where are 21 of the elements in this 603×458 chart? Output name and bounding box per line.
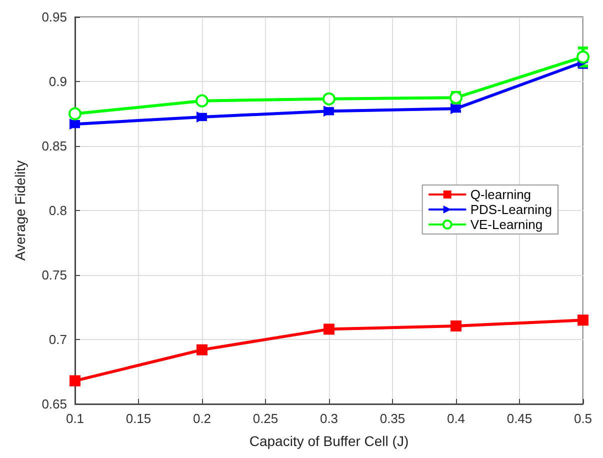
x-tick-label: 0.1: [66, 411, 84, 426]
y-tick-label: 0.7: [48, 332, 67, 347]
x-tick-label: 0.35: [380, 411, 406, 426]
x-tick-label: 0.4: [446, 411, 466, 426]
x-tick-label: 0.25: [252, 411, 278, 426]
x-tick-label: 0.3: [320, 411, 338, 426]
x-tick-label: 0.45: [506, 411, 532, 426]
legend-label: VE-Learning: [470, 217, 543, 232]
y-tick-label: 0.75: [42, 268, 67, 282]
legend-label: Q-learning: [470, 187, 532, 202]
y-tick-label: 0.9: [48, 74, 67, 89]
x-tick-label: 0.2: [192, 411, 212, 426]
legend-label: PDS-Learning: [470, 202, 552, 217]
y-axis-title: Average Fidelity: [12, 160, 28, 261]
x-axis-title: Capacity of Buffer Cell (J): [249, 433, 409, 449]
y-tick-label: 0.8: [48, 203, 67, 218]
x-tick-label: 0.5: [574, 411, 592, 426]
y-tick-label: 0.65: [42, 396, 67, 412]
y-tick-label: 0.95: [42, 10, 67, 24]
x-tick-label: 0.15: [126, 411, 152, 426]
y-tick-label: 0.85: [42, 138, 67, 154]
